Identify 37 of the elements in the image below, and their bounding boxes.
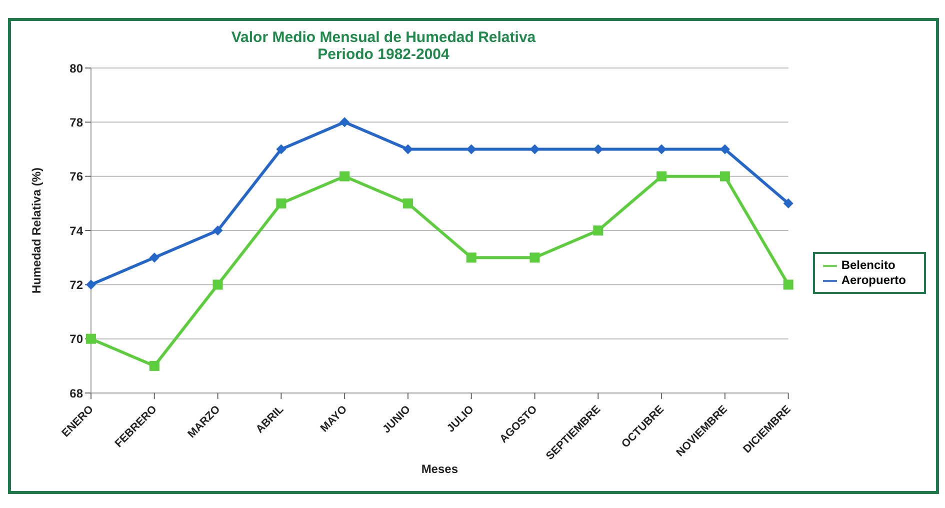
point xyxy=(783,280,794,290)
y-tick-label: 68 xyxy=(70,386,84,400)
point xyxy=(86,280,96,290)
point xyxy=(783,198,794,208)
y-tick-label: 74 xyxy=(70,224,84,238)
point xyxy=(276,144,286,154)
chart-title: Valor Medio Mensual de Humedad Relativa xyxy=(230,29,537,46)
y-tick-label: 80 xyxy=(70,61,84,76)
point xyxy=(402,144,413,154)
point xyxy=(340,171,350,182)
legend-label: Belencito xyxy=(841,258,896,272)
y-tick-label: 72 xyxy=(70,278,84,292)
point xyxy=(212,280,223,290)
point xyxy=(466,252,476,263)
point xyxy=(149,252,160,263)
point xyxy=(656,144,667,154)
point xyxy=(720,144,730,154)
point xyxy=(720,171,730,182)
point xyxy=(276,198,286,208)
y-axis-title: Humedad Relativa (%) xyxy=(29,167,44,294)
y-tick-label: 78 xyxy=(70,115,84,130)
y-tick-label: 70 xyxy=(70,332,84,346)
chart-subtitle: Periodo 1982-2004 xyxy=(316,46,450,63)
point xyxy=(402,198,413,208)
x-axis-title: Meses xyxy=(421,462,458,476)
point xyxy=(656,171,667,182)
point xyxy=(86,334,96,344)
point xyxy=(530,252,540,263)
y-tick-label: 76 xyxy=(70,170,84,184)
point xyxy=(149,360,160,371)
point xyxy=(593,144,604,154)
point xyxy=(466,144,476,154)
point xyxy=(212,226,223,236)
legend-label: Aeropuerto xyxy=(841,273,906,287)
point xyxy=(340,117,350,128)
point xyxy=(593,226,604,236)
point xyxy=(530,144,540,154)
